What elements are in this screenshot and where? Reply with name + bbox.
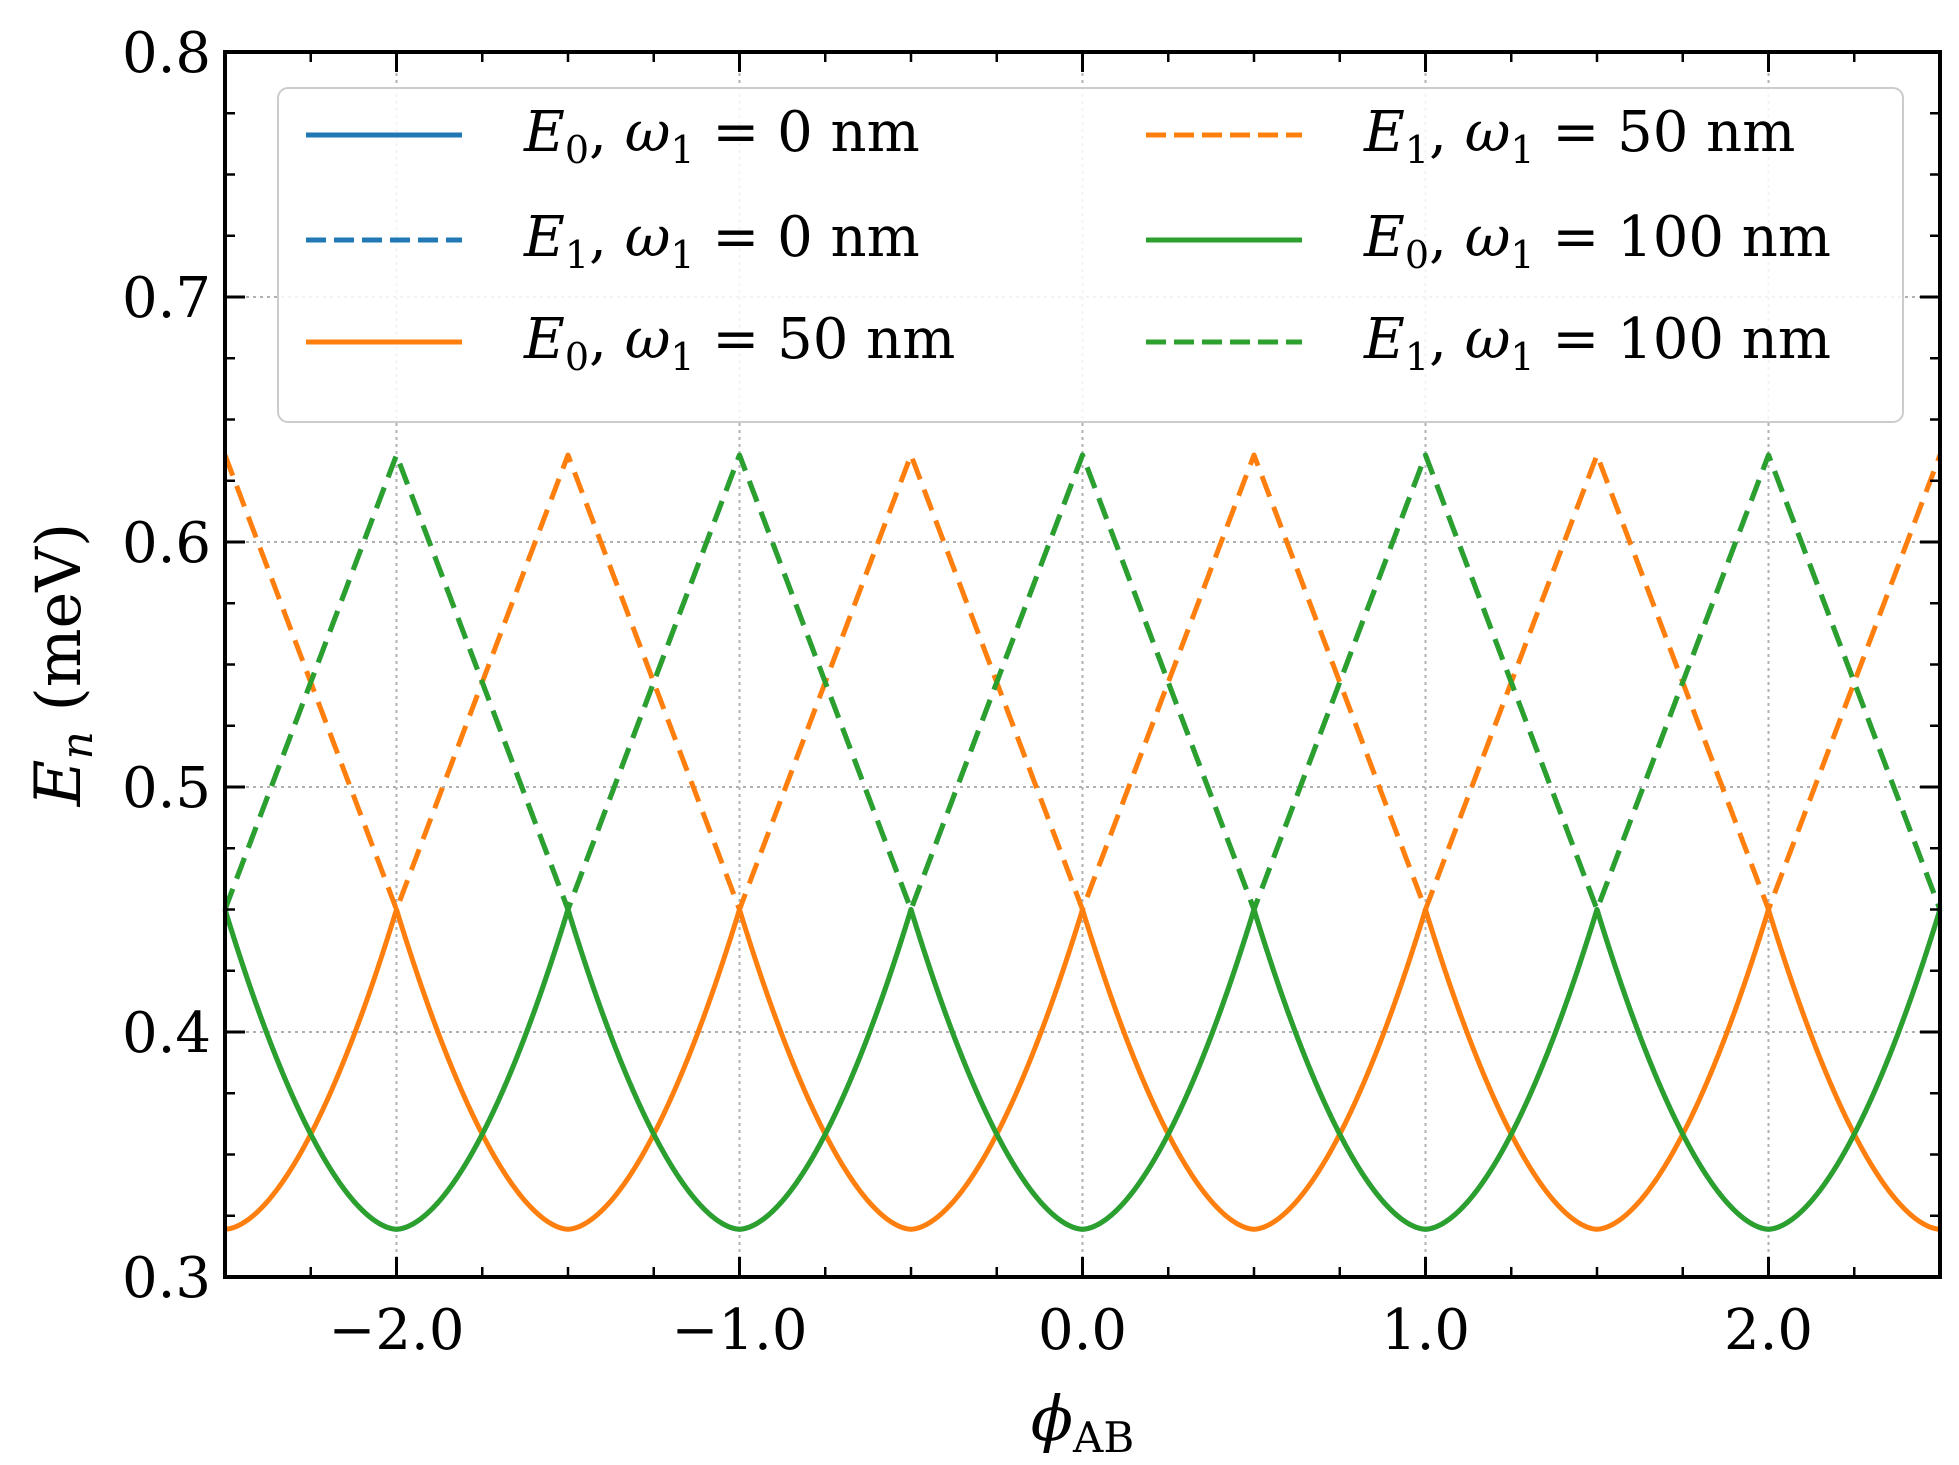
axis-ticks: −2.0 −1.0 0.0 1.0 2.0 0.3 0.4 0.5 0.6 0.7 0.8 xyxy=(122,21,1942,1363)
y-axis-label: En (meV) xyxy=(22,523,103,807)
legend-label-3: E1, ω1 = 50 nm xyxy=(1363,100,1795,172)
legend-label-2: E0, ω1 = 50 nm xyxy=(523,307,955,379)
legend-separator: , xyxy=(589,100,625,165)
legend-label-eq: = 50 nm xyxy=(695,307,956,372)
x-tick-label: 2.0 xyxy=(1724,1298,1813,1363)
y-tick-label: 0.3 xyxy=(122,1246,211,1311)
legend-label-0: E0, ω1 = 0 nm xyxy=(523,100,920,172)
legend-separator: , xyxy=(1429,205,1465,270)
legend-label-eq: = 0 nm xyxy=(695,205,920,270)
series-line-3 xyxy=(222,452,1943,912)
legend-label-w: ω xyxy=(1465,100,1511,165)
legend-label-wsub: 1 xyxy=(1510,128,1534,172)
x-tick-label: 0.0 xyxy=(1038,1298,1127,1363)
series-line-5 xyxy=(222,452,1943,912)
legend-label-E: E xyxy=(1363,205,1405,270)
legend-label-w: ω xyxy=(1465,205,1511,270)
legend-label-wsub: 1 xyxy=(1510,335,1534,379)
legend-label-eq: = 100 nm xyxy=(1535,205,1831,270)
legend-label-sub: 0 xyxy=(1405,233,1429,277)
x-axis-label: ϕAB xyxy=(1031,1382,1134,1462)
x-tick-label: 1.0 xyxy=(1381,1298,1470,1363)
x-axis-label-sub: AB xyxy=(1072,1413,1134,1462)
legend-label-eq: = 0 nm xyxy=(695,100,920,165)
legend-label-E: E xyxy=(1363,307,1405,372)
legend-label-w: ω xyxy=(625,205,671,270)
legend-label-wsub: 1 xyxy=(670,233,694,277)
y-tick-label: 0.5 xyxy=(122,756,211,821)
legend-label-1: E1, ω1 = 0 nm xyxy=(523,205,920,277)
legend-label-wsub: 1 xyxy=(1510,233,1534,277)
legend-label-sub: 1 xyxy=(1405,335,1429,379)
legend-label-w: ω xyxy=(1465,307,1511,372)
legend-label-E: E xyxy=(1363,100,1405,165)
y-tick-label: 0.7 xyxy=(122,266,211,331)
legend-label-eq: = 100 nm xyxy=(1535,307,1831,372)
x-tick-label: −1.0 xyxy=(672,1298,808,1363)
legend-separator: , xyxy=(589,307,625,372)
legend-separator: , xyxy=(1429,307,1465,372)
x-tick-label: −2.0 xyxy=(329,1298,465,1363)
legend-label-4: E0, ω1 = 100 nm xyxy=(1363,205,1831,277)
legend-label-wsub: 1 xyxy=(670,335,694,379)
legend-label-sub: 1 xyxy=(1405,128,1429,172)
legend-label-sub: 1 xyxy=(565,233,589,277)
plot-series xyxy=(222,452,1943,1232)
y-tick-label: 0.4 xyxy=(122,1001,211,1066)
legend-label-wsub: 1 xyxy=(670,128,694,172)
y-tick-label: 0.6 xyxy=(122,511,211,576)
legend-label-E: E xyxy=(523,205,565,270)
legend-label-E: E xyxy=(523,100,565,165)
y-axis-label-unit: (meV) xyxy=(22,523,95,731)
legend-label-w: ω xyxy=(625,307,671,372)
legend-label-w: ω xyxy=(625,100,671,165)
legend-label-eq: = 50 nm xyxy=(1535,100,1796,165)
legend-label-sub: 0 xyxy=(565,335,589,379)
x-axis-label-main: ϕ xyxy=(1031,1382,1073,1455)
legend-label-sub: 0 xyxy=(565,128,589,172)
legend-label-5: E1, ω1 = 100 nm xyxy=(1363,307,1831,379)
y-axis-label-sub: n xyxy=(52,731,103,759)
legend-separator: , xyxy=(1429,100,1465,165)
plot-frame xyxy=(223,50,1942,1279)
legend-label-E: E xyxy=(523,307,565,372)
y-tick-label: 0.8 xyxy=(122,21,211,86)
legend-separator: , xyxy=(589,205,625,270)
series-line-4 xyxy=(222,907,1943,1232)
legend-box xyxy=(277,87,1904,423)
y-axis-label-main: E xyxy=(22,759,96,807)
